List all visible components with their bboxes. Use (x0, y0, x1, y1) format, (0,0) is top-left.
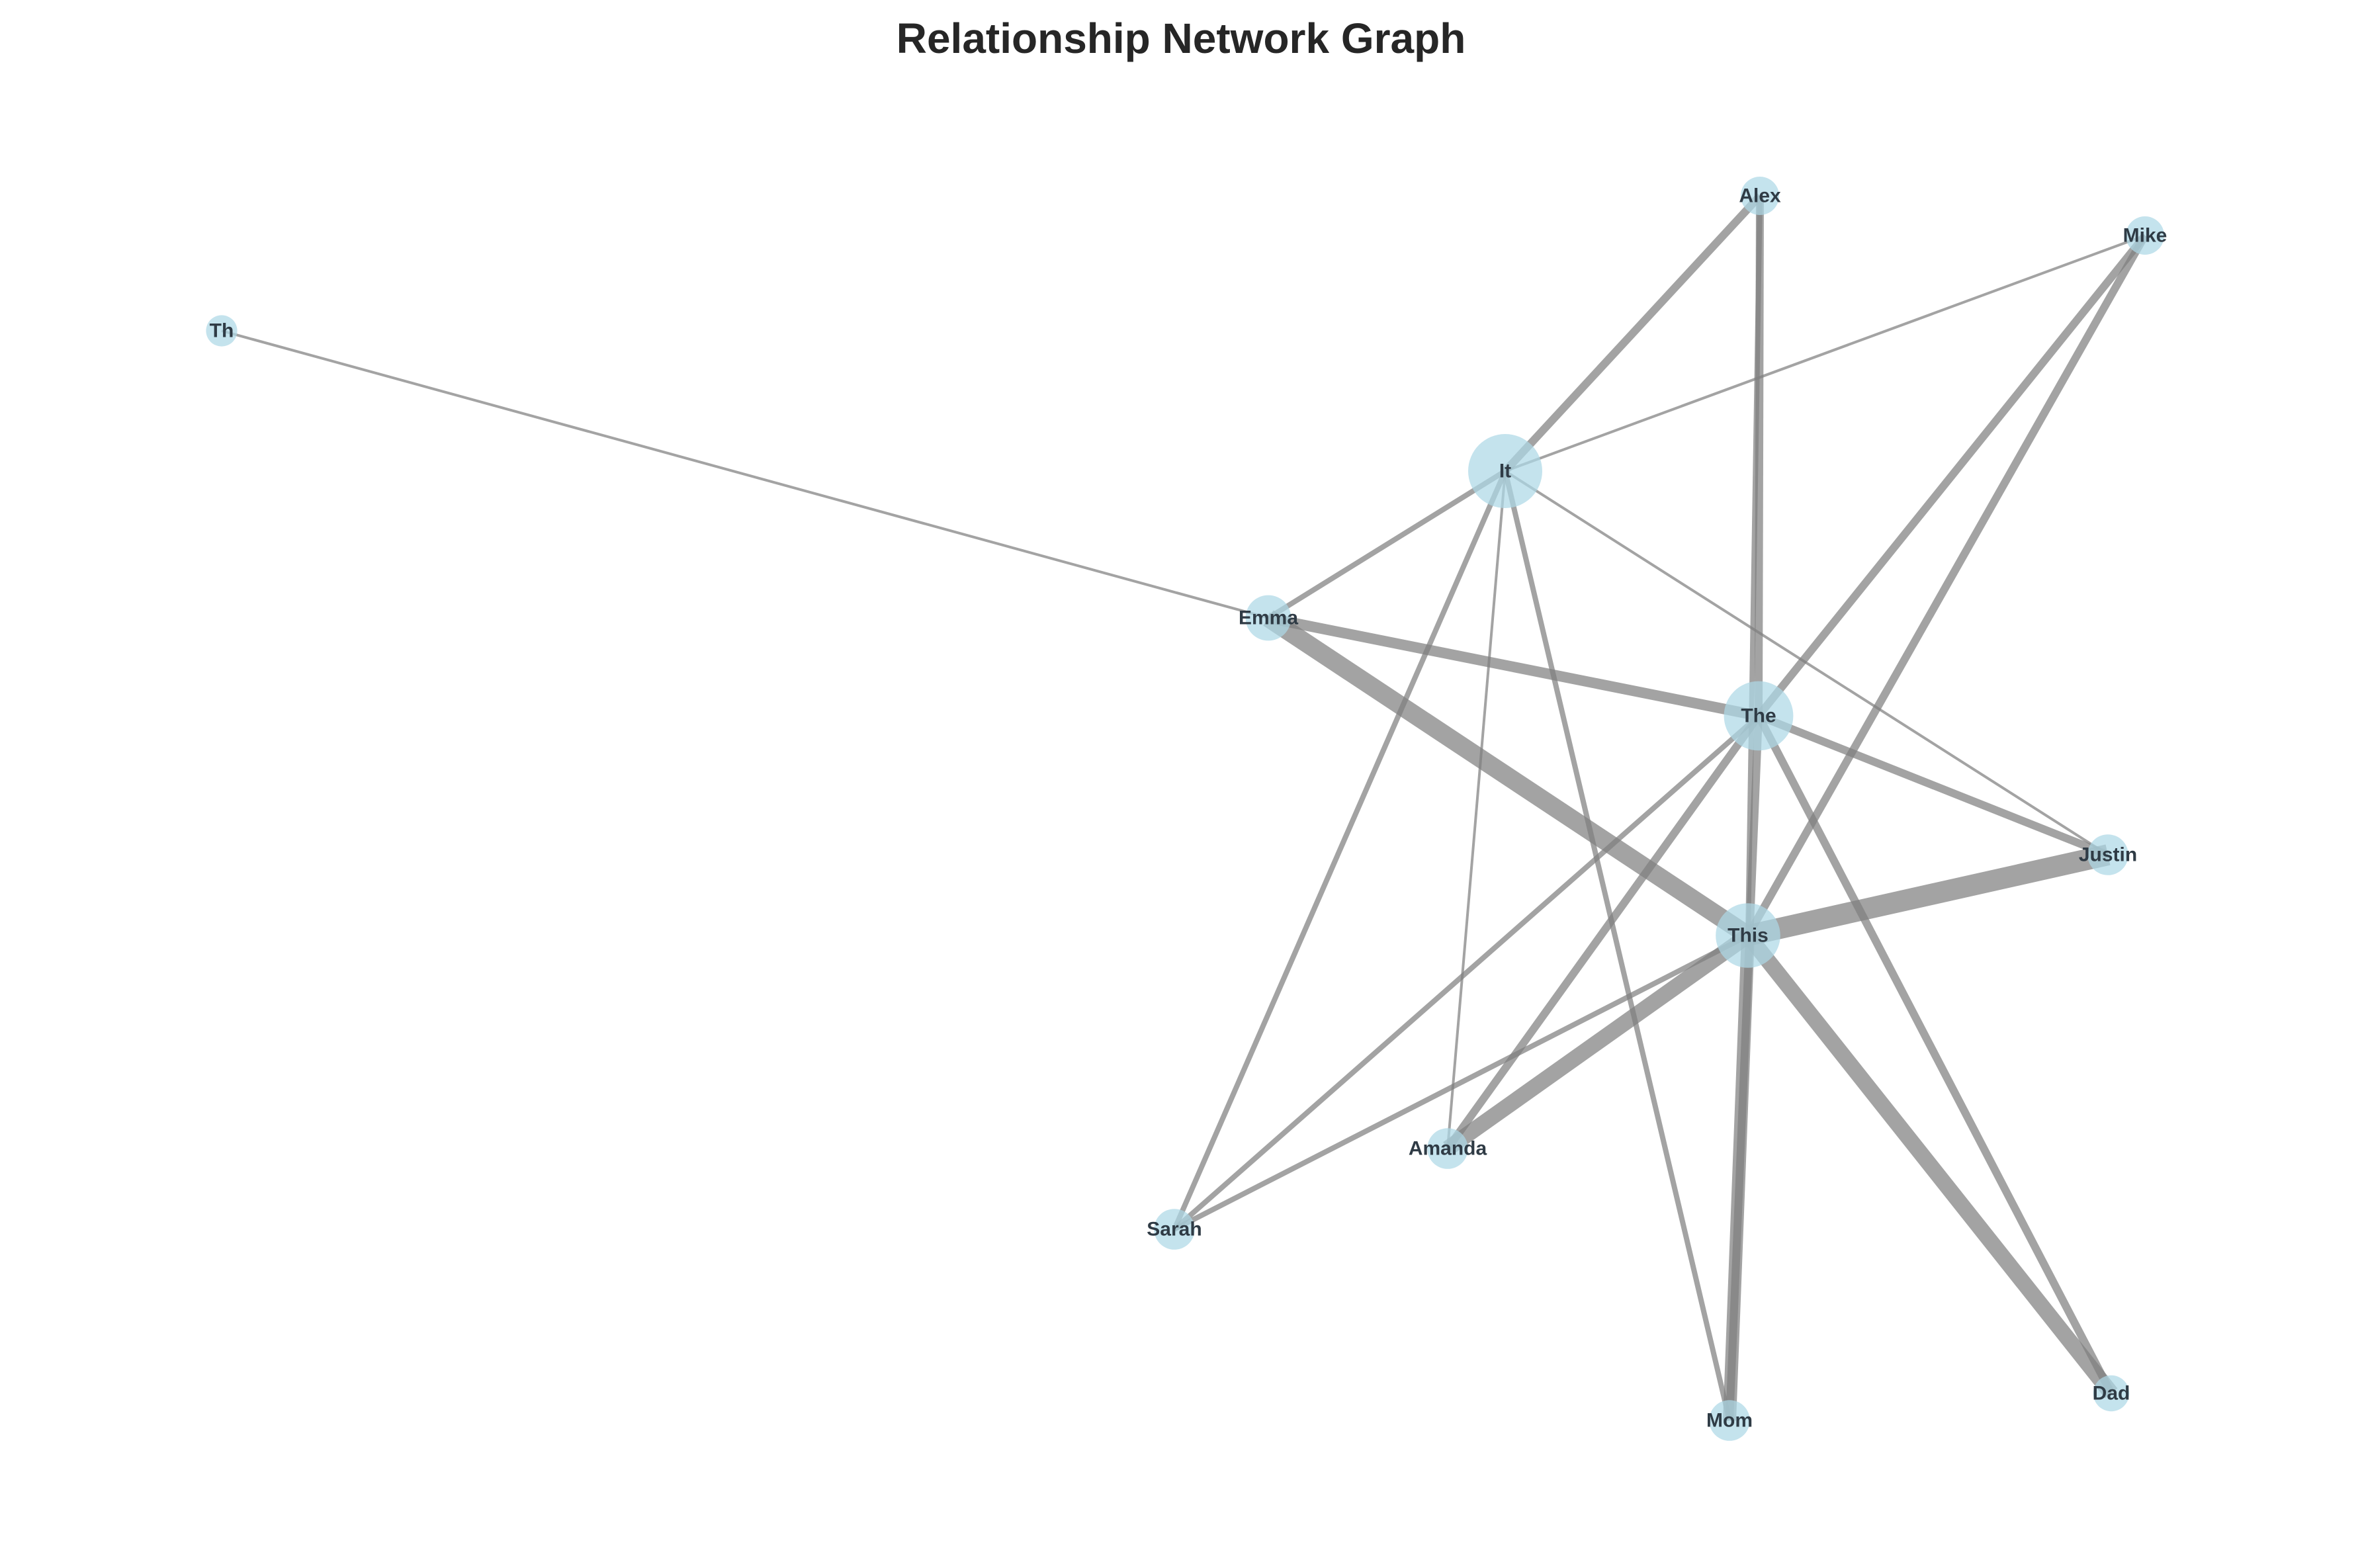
node-justin (2087, 834, 2128, 875)
node-emma (1245, 595, 1291, 641)
edge-this-dad (1741, 930, 2118, 1399)
node-label-emma: Emma (1239, 607, 1298, 629)
edge-it-mom (1503, 470, 1732, 1421)
node-label-sarah: Sarah (1147, 1219, 1202, 1241)
node-label-the: The (1741, 705, 1776, 727)
node-this (1716, 903, 1780, 968)
edge-emma-the (1267, 613, 1760, 721)
node-alex (1741, 177, 1779, 215)
node-label-amanda: Amanda (1409, 1138, 1487, 1160)
edge-it-alex (1502, 193, 1763, 474)
node-label-justin: Justin (2079, 844, 2137, 866)
edge-this-sarah (1173, 933, 1749, 1232)
node-dad (2093, 1375, 2130, 1412)
edge-the-dad (1755, 714, 2115, 1395)
edge-the-justin (1757, 712, 2110, 859)
nodes-layer (206, 177, 2164, 1441)
edge-alex-this (1745, 195, 1763, 936)
edge-this-justin (1745, 844, 2111, 946)
labels-layer: It The This Emma Justin Amanda Mom Sarah Alex Mik… (210, 185, 2167, 1432)
edge-the-amanda (1444, 713, 1762, 1151)
node-the (1724, 681, 1794, 751)
node-label-dad: Dad (2093, 1383, 2130, 1405)
node-label-mike: Mike (2123, 225, 2167, 247)
graph-title: Relationship Network Graph (896, 15, 1466, 62)
node-it (1468, 434, 1542, 508)
edge-it-amanda (1446, 470, 1507, 1149)
edge-this-amanda (1443, 929, 1753, 1155)
edge-this-mom (1723, 935, 1755, 1421)
node-mom (1709, 1400, 1750, 1441)
edge-it-justin (1504, 470, 2109, 856)
node-label-mom: Mom (1706, 1410, 1753, 1432)
edge-mike-this (1744, 234, 2149, 937)
node-label-this: This (1728, 925, 1769, 947)
node-label-th: Th (210, 320, 234, 342)
node-label-alex: Alex (1739, 185, 1781, 207)
edge-it-mike (1505, 234, 2146, 472)
edge-mike-the (1755, 233, 2148, 719)
node-th (206, 315, 238, 347)
node-amanda (1427, 1128, 1468, 1169)
edges-layer (221, 193, 2149, 1421)
node-label-it: It (1499, 460, 1511, 482)
edge-emma-this (1263, 610, 1753, 943)
edge-it-sarah (1172, 470, 1508, 1231)
edge-th-emma (221, 329, 1269, 619)
node-mike (2126, 216, 2164, 255)
edge-it-emma (1266, 468, 1507, 621)
node-sarah (1154, 1209, 1195, 1250)
edge-the-sarah (1172, 713, 1761, 1232)
